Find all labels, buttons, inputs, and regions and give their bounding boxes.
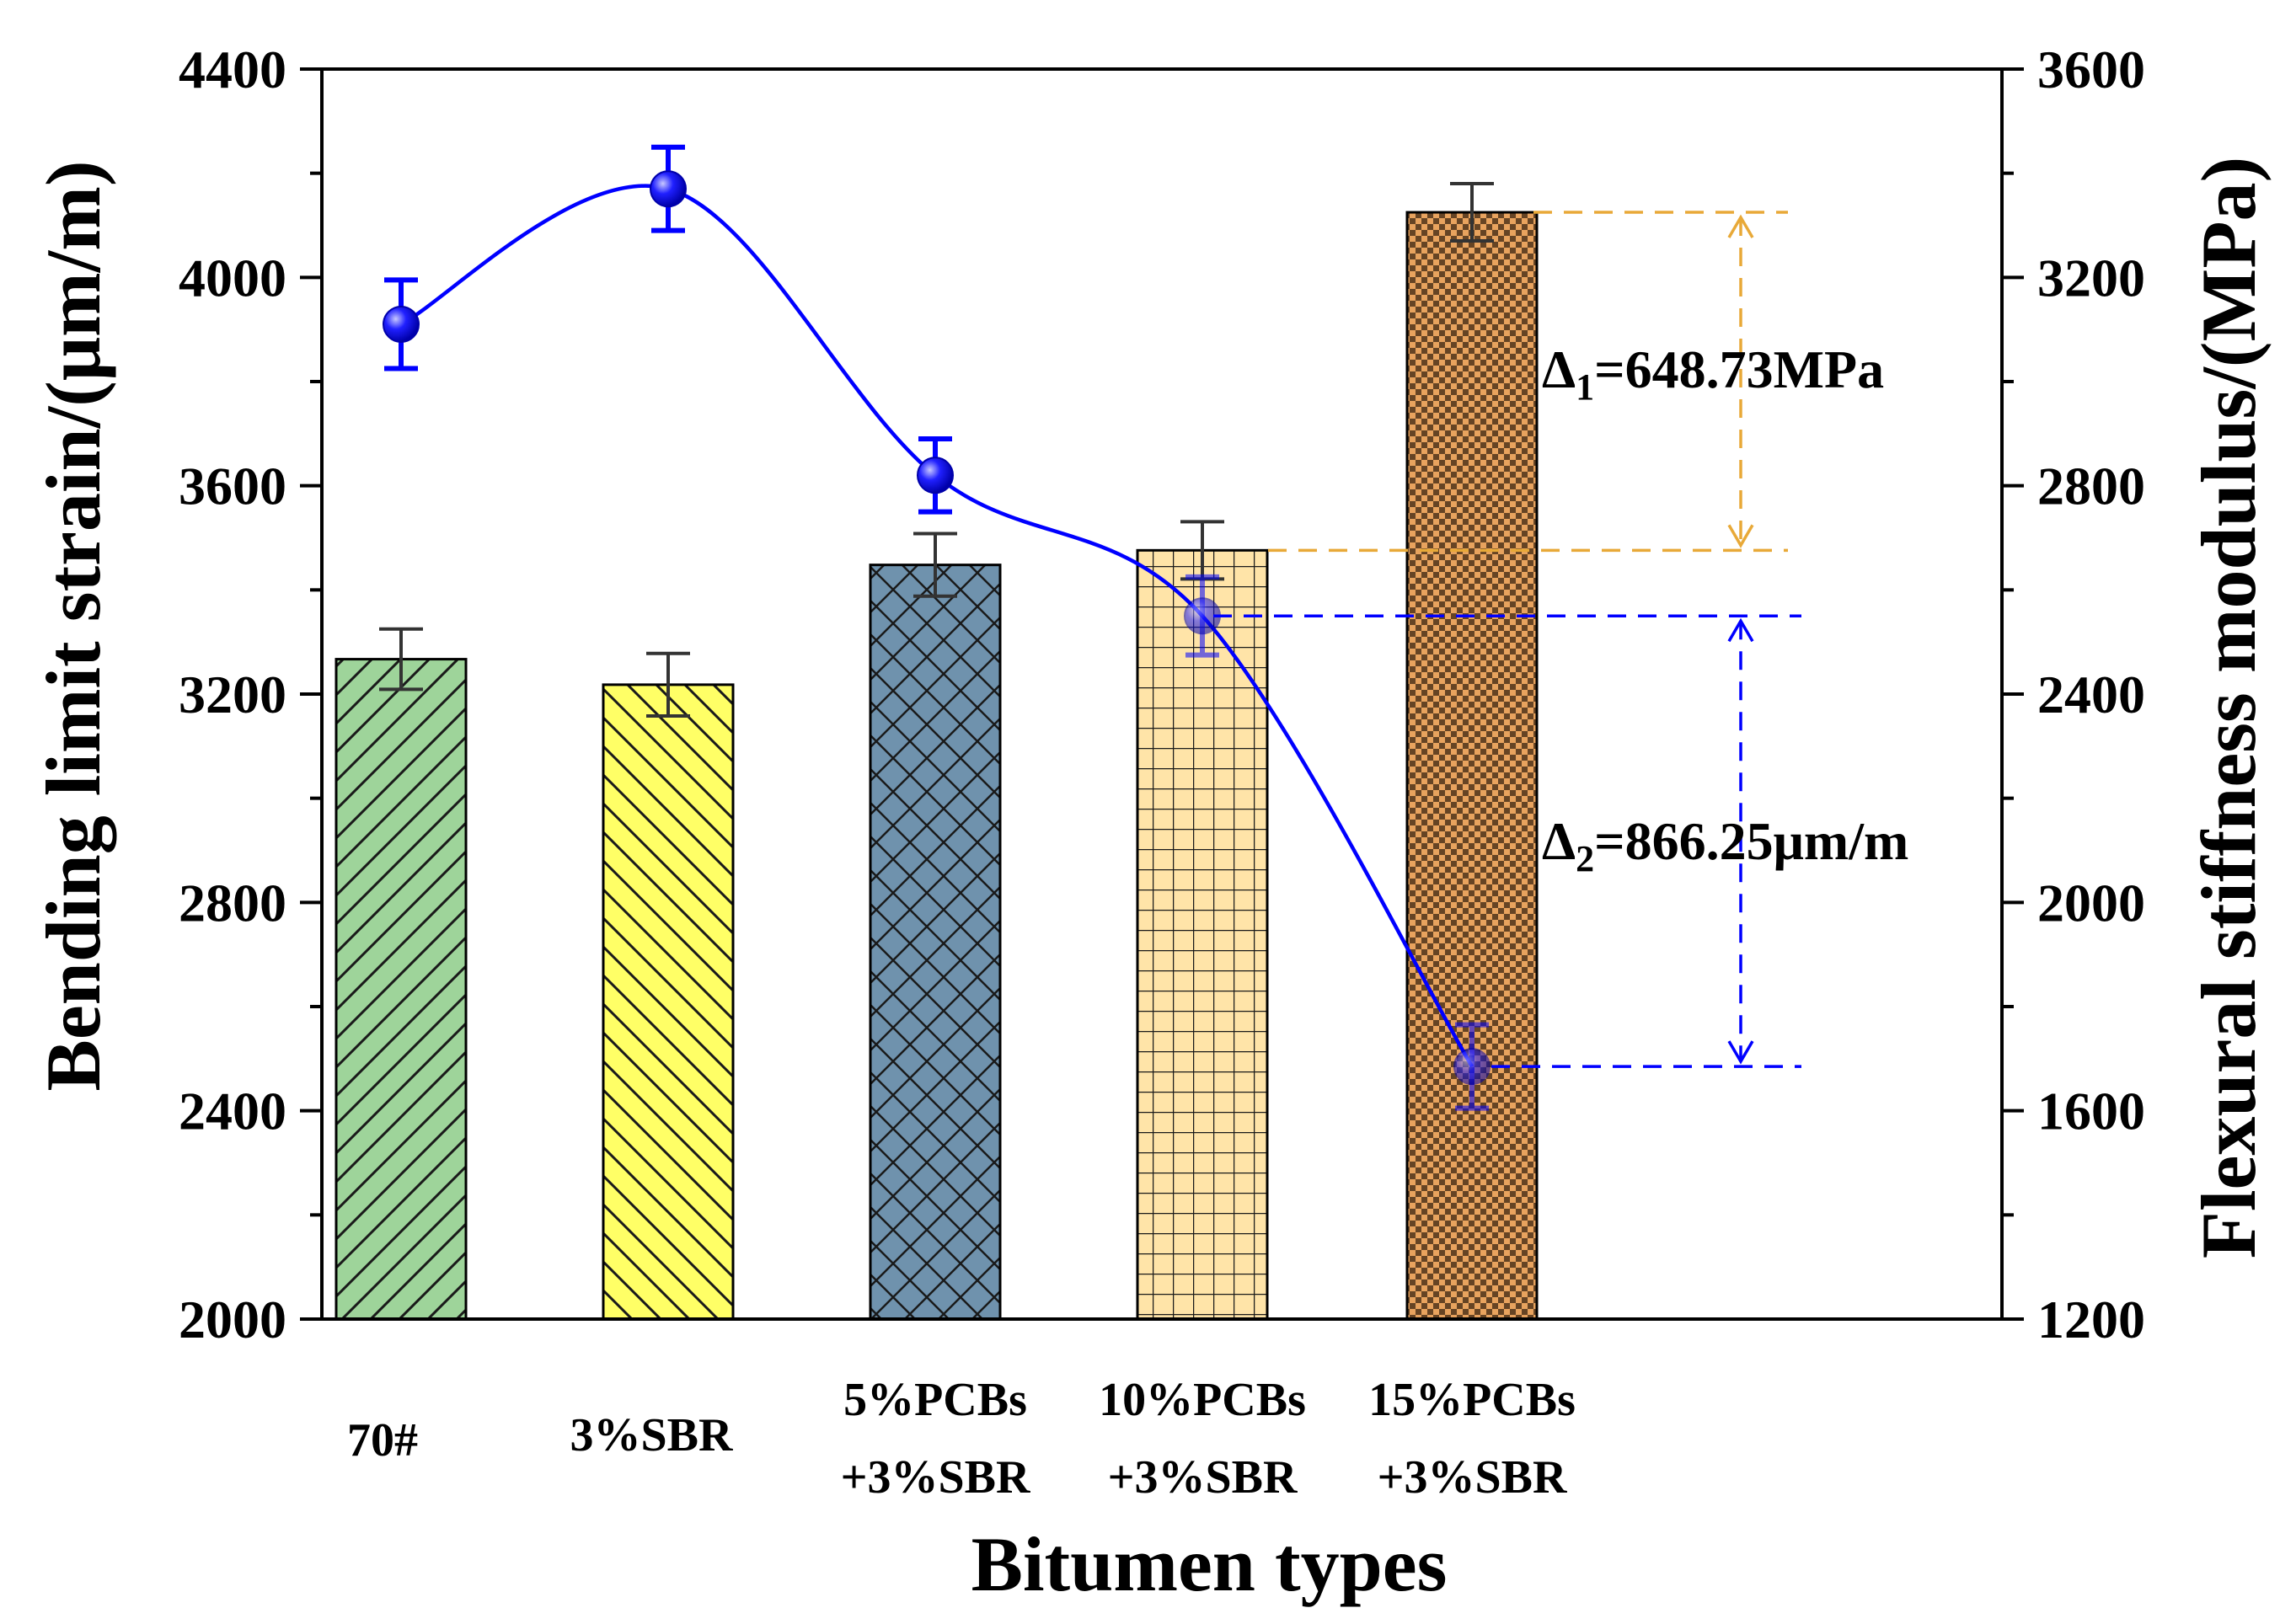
arrow-head-up [1727,617,1754,643]
right-tick-label: 1600 [2037,1082,2145,1141]
strain-point-4 [1184,574,1221,658]
left-tick-label: 3200 [179,665,286,724]
bar-pattern [1136,548,1269,1321]
category-label-1: 70# [347,1414,418,1466]
strain-marker [383,305,420,343]
bar-1 [334,658,468,1321]
annotation-delta2-label: Δ2=866.25μm/m [1542,811,1908,879]
bar-5 [1405,211,1539,1321]
annotations-layer: Δ1=648.73MPa Δ2=866.25μm/m [1213,211,1908,1068]
bar-2 [602,683,735,1321]
arrow-head-down [1727,1040,1754,1065]
strain-marker [1453,1048,1491,1086]
right-axis-title: Flexural stiffness modulus/(MPa) [2186,157,2272,1258]
left-tick-label: 2000 [179,1290,286,1349]
bar-error-2 [646,651,690,718]
strain-point-1 [383,277,420,371]
bar-error-1 [379,627,423,692]
right-tick-label: 2000 [2037,873,2145,932]
bars-layer [334,211,1539,1321]
bar-pattern [334,658,468,1321]
arrow-head-down [1727,524,1754,548]
strain-point-3 [917,436,954,515]
right-tick-label: 2800 [2037,457,2145,516]
annotation-delta2 [1213,614,1801,1068]
category-label-2: 3%SBR [570,1409,733,1461]
right-tick-label: 3200 [2037,248,2145,307]
strain-point-2 [650,144,687,233]
bar-3 [869,564,1002,1321]
right-tick-label: 2400 [2037,665,2145,724]
bar-pattern [869,564,1002,1321]
arrow-head-up [1727,214,1754,238]
left-tick-label: 3600 [179,457,286,516]
strain-marker [917,457,954,494]
right-tick-label: 3600 [2037,40,2145,99]
left-tick-label: 2800 [179,873,286,932]
bar-4 [1136,548,1269,1321]
x-axis-title: Bitumen types [971,1521,1448,1607]
strain-line-layer [383,144,1491,1111]
strain-point-5 [1453,1022,1491,1111]
left-tick-label: 4400 [179,40,286,99]
axes-layer: 2000 1200 2400 1600 2800 2000 3200 2400 3600 2800… [179,40,2145,1504]
category-label-5: 15%PCBs +3%SBR [1368,1374,1576,1504]
left-axis-title: Bending limit strain/(μm/m) [30,160,116,1091]
category-label-3: 5%PCBs +3%SBR [841,1374,1030,1504]
annotation-delta1-label: Δ1=648.73MPa [1542,339,1884,408]
annotation-delta1 [1268,211,1788,553]
bar-error-5 [1450,182,1494,243]
left-tick-label: 2400 [179,1082,286,1141]
bar-pattern [602,683,735,1321]
left-tick-label: 4000 [179,248,286,307]
right-tick-label: 1200 [2037,1290,2145,1349]
bar-pattern [1405,211,1539,1321]
category-label-4: 10%PCBs +3%SBR [1099,1374,1306,1504]
strain-marker [650,170,687,208]
bar-error-3 [913,532,957,598]
